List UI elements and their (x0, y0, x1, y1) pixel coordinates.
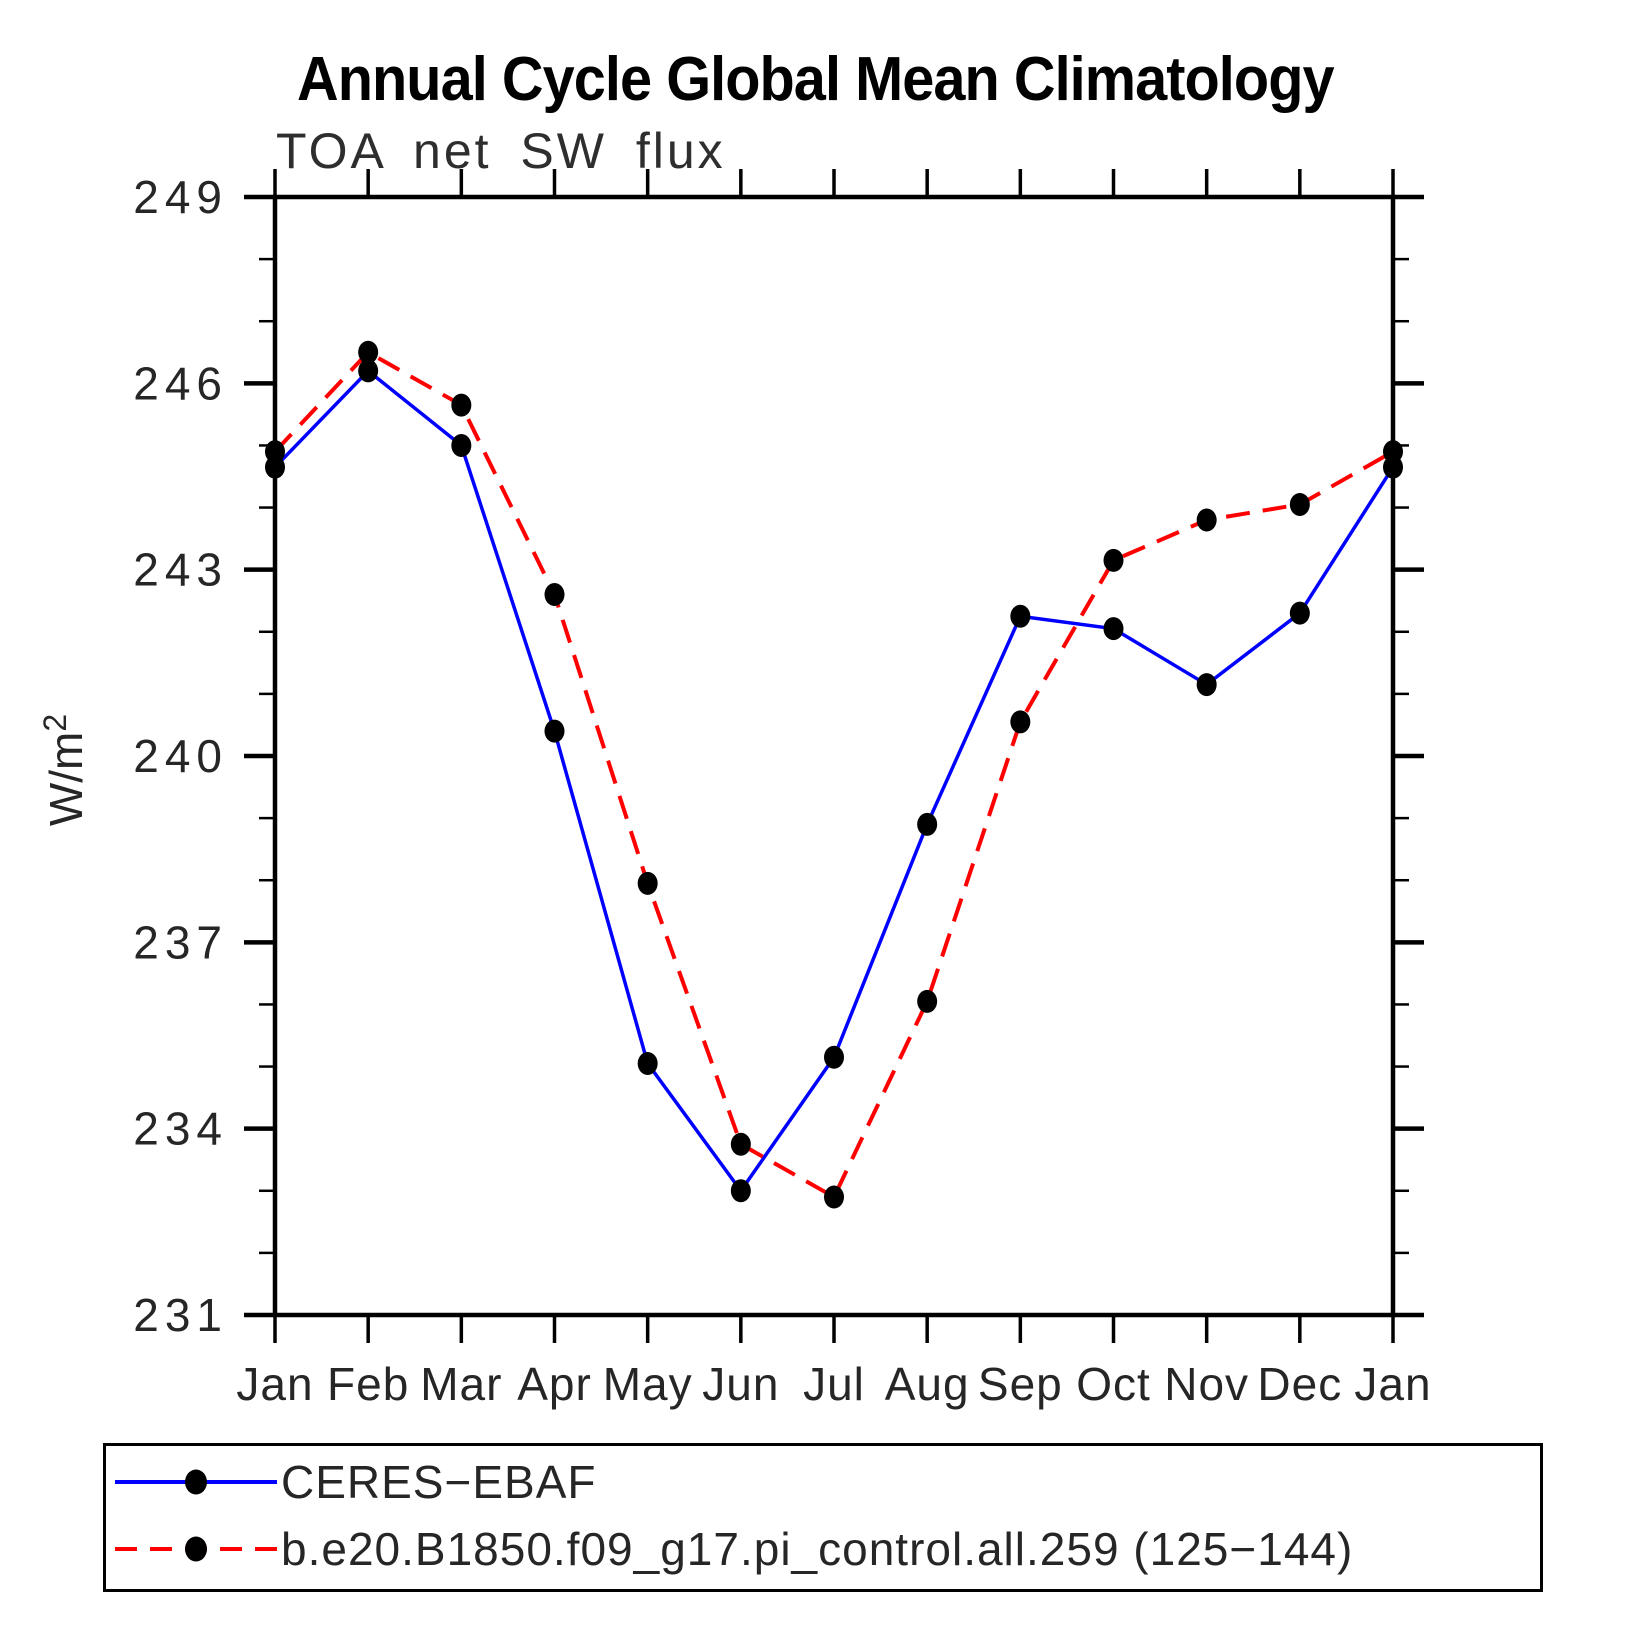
x-tick-label: Dec (1257, 1358, 1342, 1410)
data-point-marker (824, 1045, 844, 1069)
x-tick-label: Mar (420, 1358, 502, 1410)
data-point-marker (1010, 604, 1031, 628)
data-point-marker (544, 583, 565, 607)
data-point-marker (917, 989, 938, 1013)
data-point-marker (265, 440, 285, 464)
data-point-marker (1103, 548, 1124, 572)
x-tick-label: Oct (1076, 1358, 1151, 1410)
x-tick-label: Sep (978, 1358, 1063, 1410)
y-tick-label: 243 (133, 544, 228, 596)
data-point-marker (451, 393, 472, 417)
model-line (273, 349, 1394, 1200)
model-line-sample (115, 1536, 277, 1562)
legend-label-model: b.e20.B1850.f09_g17.pi_control.all.259 (… (281, 1523, 1354, 1575)
y-tick-label: 231 (133, 1289, 228, 1341)
chart-title: Annual Cycle Global Mean Climatology (296, 45, 1335, 114)
data-point-marker (730, 1132, 751, 1156)
x-tick-label: Aug (885, 1358, 970, 1410)
page-title: Annual Cycle Global Mean Climatology (0, 44, 1630, 115)
data-point-marker (637, 871, 658, 895)
data-point-marker (1289, 492, 1310, 516)
x-tick-label: Jan (1354, 1358, 1431, 1410)
x-tick-label: Jun (702, 1358, 779, 1410)
data-point-marker (917, 812, 938, 836)
y-axis-title: W/m2 (37, 714, 92, 826)
plot-border (272, 194, 1396, 1318)
data-point-marker (451, 433, 472, 457)
ceres-line-sample (115, 1469, 277, 1495)
legend-item-model: b.e20.B1850.f09_g17.pi_control.all.259 (… (113, 1523, 1353, 1575)
data-point-marker (637, 1051, 658, 1075)
x-tick-label: May (603, 1358, 693, 1410)
data-point-marker (358, 359, 379, 383)
x-tick-label: Feb (327, 1358, 409, 1410)
data-point-marker (544, 719, 565, 743)
legend-label-ceres: CERES−EBAF (281, 1456, 597, 1508)
y-tick-label: 240 (133, 730, 228, 782)
data-point-marker (824, 1185, 844, 1209)
data-point-marker (1196, 508, 1217, 532)
data-point-marker (1103, 617, 1124, 641)
data-point-marker (1196, 673, 1217, 697)
x-tick-label: Jul (803, 1358, 865, 1410)
y-tick-label: 237 (133, 916, 228, 968)
data-point-marker (1289, 601, 1310, 625)
data-point-marker (358, 340, 379, 364)
x-tick-label: Nov (1164, 1358, 1249, 1410)
data-point-marker (1010, 710, 1031, 734)
data-point-marker (730, 1179, 751, 1203)
data-point-marker (1383, 440, 1403, 464)
y-tick-label: 249 (133, 171, 228, 223)
x-tick-label: Apr (517, 1358, 592, 1410)
legend-item-ceres: CERES−EBAF (113, 1456, 597, 1508)
y-tick-label: 234 (133, 1103, 228, 1155)
y-tick-label: 246 (133, 357, 228, 409)
x-tick-label: Jan (236, 1358, 313, 1410)
legend: CERES−EBAF b.e20.B1850.f09_g17.pi_contro… (103, 1443, 1543, 1592)
